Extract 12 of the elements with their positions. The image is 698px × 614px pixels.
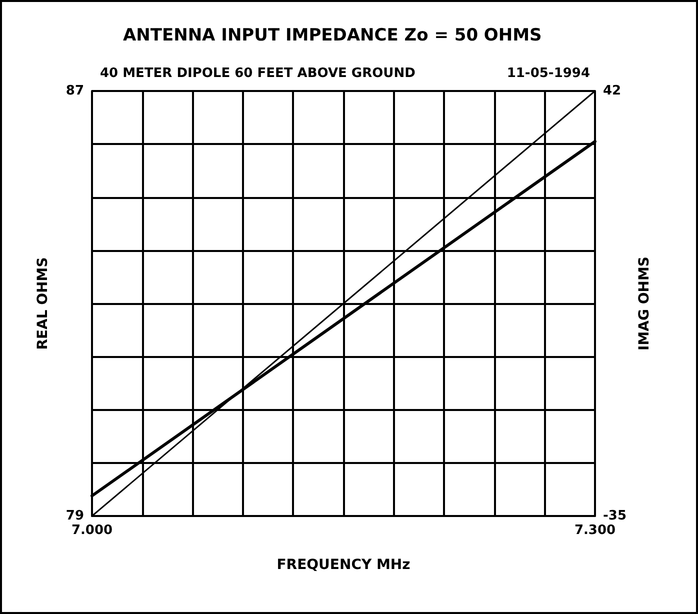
y-tick-label: 79 <box>66 508 84 524</box>
text: 11-05-1994 <box>506 66 590 81</box>
y2-tick-label: -35 <box>603 508 626 524</box>
chart-title: ANTENNA INPUT IMPEDANCE Zo = 50 OHMS <box>123 26 542 46</box>
y-tick-label: 87 <box>66 84 84 98</box>
x-tick-label: 7.000 <box>71 523 113 538</box>
y2-axis-title: IMAG OHMS <box>636 256 652 350</box>
chart-subtitle: 40 METER DIPOLE 60 FEET ABOVE GROUND <box>100 66 416 81</box>
x-tick-label: 7.300 <box>574 523 616 538</box>
x-axis-title: FREQUENCY MHz <box>276 557 410 573</box>
y2-tick-label: 42 <box>603 84 622 98</box>
y-axis-title: REAL OHMS <box>35 257 51 350</box>
